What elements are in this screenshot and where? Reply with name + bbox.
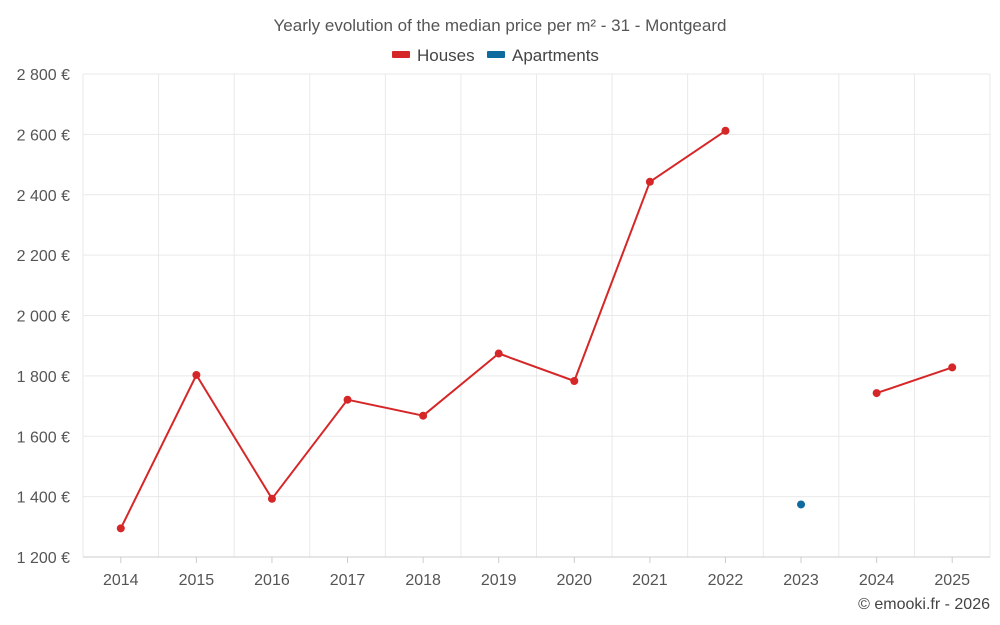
grid (82, 73, 991, 557)
x-tick-label: 2018 (405, 572, 441, 589)
data-point-houses-2019 (494, 349, 503, 358)
y-tick-label: 2 200 € (17, 248, 70, 265)
data-point-houses-2018 (419, 411, 428, 420)
x-tick-label: 2020 (556, 572, 592, 589)
x-tick-label: 2023 (783, 572, 819, 589)
series (116, 126, 957, 533)
legend-item-apartments[interactable]: Apartments (487, 46, 599, 65)
chart-title: Yearly evolution of the median price per… (274, 16, 727, 35)
y-tick-label: 2 000 € (17, 309, 70, 326)
series-line-houses (119, 129, 727, 529)
data-point-houses-2015 (192, 370, 201, 379)
credit-text: © emooki.fr - 2026 (858, 596, 990, 613)
x-tick-label: 2017 (330, 572, 366, 589)
y-tick-label: 2 800 € (17, 67, 70, 84)
y-tick-label: 2 600 € (17, 127, 70, 144)
y-tick-label: 1 200 € (17, 550, 70, 567)
x-axis: 2014 2015 2016 2017 2018 2019 2020 2021 2022 2023… (83, 556, 990, 589)
x-tick-label: 2019 (481, 572, 517, 589)
x-tick-label: 2014 (103, 572, 139, 589)
y-tick-label: 1 800 € (17, 369, 70, 386)
legend-swatch-apartments (487, 51, 505, 58)
legend: Houses Apartments (392, 46, 599, 65)
data-point-apartments-2023 (797, 500, 806, 509)
y-tick-label: 2 400 € (17, 188, 70, 205)
series-line-houses (876, 366, 953, 395)
data-point-houses-2016 (267, 494, 276, 503)
legend-label-houses: Houses (417, 46, 475, 65)
x-tick-label: 2022 (708, 572, 744, 589)
data-point-houses-2025 (948, 363, 957, 372)
y-axis: 1 200 € 1 400 € 1 600 € 1 800 € 2 000 € 2 200… (17, 67, 70, 567)
legend-label-apartments: Apartments (512, 46, 599, 65)
x-tick-label: 2021 (632, 572, 668, 589)
y-tick-label: 1 400 € (17, 490, 70, 507)
data-point-houses-2014 (116, 524, 125, 533)
data-point-houses-2021 (645, 177, 654, 186)
y-tick-label: 1 600 € (17, 429, 70, 446)
data-point-houses-2024 (872, 389, 881, 398)
data-point-houses-2022 (721, 126, 730, 135)
x-tick-label: 2016 (254, 572, 290, 589)
x-tick-label: 2025 (934, 572, 970, 589)
data-point-houses-2017 (343, 395, 352, 404)
x-tick-label: 2015 (179, 572, 215, 589)
data-point-houses-2020 (570, 377, 579, 386)
x-tick-label: 2024 (859, 572, 895, 589)
legend-swatch-houses (392, 51, 410, 58)
legend-item-houses[interactable]: Houses (392, 46, 475, 65)
